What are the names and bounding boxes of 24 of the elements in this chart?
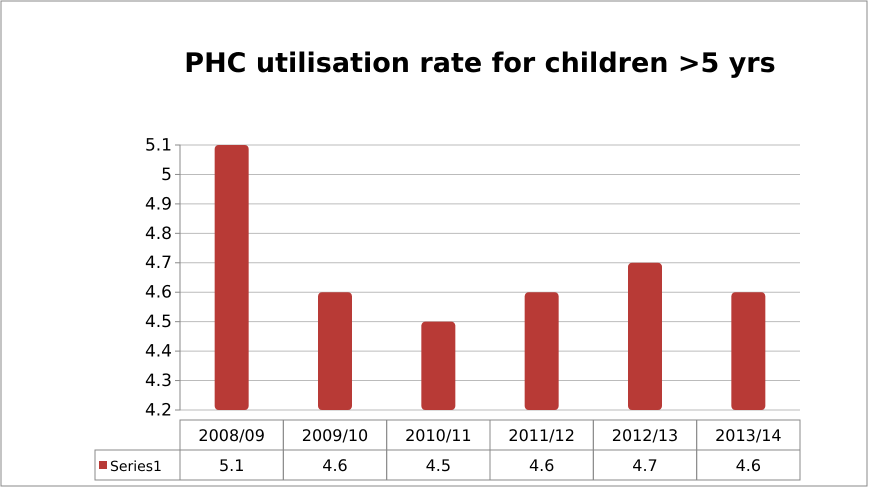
- y-tick-label: 4.3: [144, 370, 172, 391]
- y-tick-label: 4.9: [144, 194, 172, 214]
- data-label: 4.5: [426, 456, 452, 475]
- chart-title: PHC utilisation rate for children >5 yrs: [184, 48, 776, 79]
- x-tick-label: 2013/14: [715, 426, 782, 445]
- data-label: 4.7: [632, 456, 658, 475]
- x-tick-label: 2010/11: [405, 426, 472, 445]
- y-tick-label: 4.6: [144, 282, 172, 303]
- y-tick-label: 4.5: [144, 312, 172, 332]
- x-tick-label: 2012/13: [612, 426, 678, 445]
- y-tick-label: 4.2: [144, 400, 172, 420]
- y-tick-label: 5.1: [144, 135, 172, 156]
- data-label: 5.1: [218, 456, 244, 475]
- data-label: 4.6: [736, 456, 762, 475]
- x-tick-label: 2008/09: [198, 426, 265, 445]
- y-tick-label: 4.7: [144, 253, 172, 274]
- legend-label: Series1: [110, 459, 162, 475]
- x-tick-label: 2009/10: [302, 426, 368, 445]
- x-tick-label: 2011/12: [508, 426, 575, 445]
- y-tick-label: 4.4: [144, 342, 172, 362]
- data-label: 4.6: [528, 456, 554, 475]
- y-tick-label: 4.8: [144, 224, 172, 244]
- data-label: 4.6: [322, 456, 348, 475]
- y-tick-label: 5: [161, 164, 172, 185]
